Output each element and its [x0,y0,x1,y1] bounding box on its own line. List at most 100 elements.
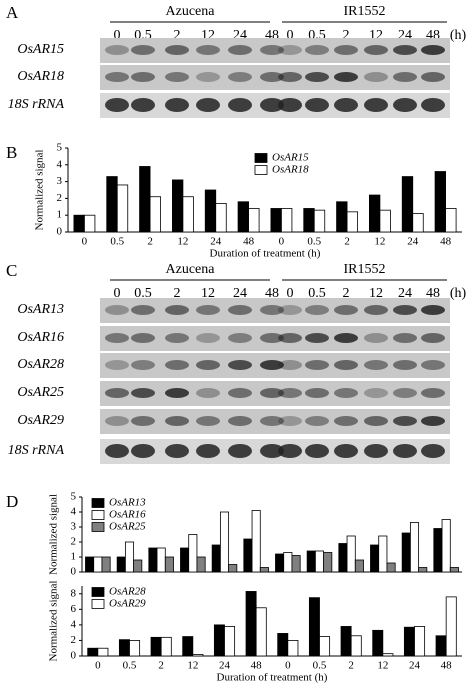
time-label: 48 [265,286,279,301]
row-label: OsAR28 [17,357,64,372]
blot-band [131,72,155,82]
blot-band [260,388,284,398]
x-tick-label: 0.5 [110,236,124,248]
blot-band [364,444,388,458]
bar [248,208,260,233]
bar [84,214,96,233]
bar [275,553,285,573]
blot-band [421,305,445,315]
bar [172,179,184,233]
blot-band [364,45,388,55]
bar [116,184,129,233]
blot-band [334,305,358,315]
x-axis-title: Duration of treatment (h) [210,248,321,260]
bar [133,559,143,573]
bar [245,591,257,657]
x-tick-label: 2 [348,660,354,672]
blot-band [364,416,388,426]
group-label: Azucena [166,4,216,19]
blot-band [228,45,252,55]
bar [101,556,111,573]
blot-band [305,45,329,55]
blot-band [105,444,129,458]
bar [237,201,249,233]
bar [414,626,426,657]
bar [277,633,289,657]
blot-band [165,333,189,343]
bar [129,640,141,657]
bar [160,636,172,657]
blot-band [228,360,252,370]
bar [106,176,118,233]
x-tick-label: 12 [177,236,188,248]
bar [386,562,396,573]
bar [291,555,301,573]
blot-band [334,360,358,370]
blot-band [260,444,284,458]
blot-band [393,45,417,55]
blot-band [421,333,445,343]
y-tick-label: 5 [71,491,77,503]
blot-band [196,333,220,343]
bar [449,567,459,573]
bar [270,208,282,233]
bar [314,550,325,573]
bar [118,639,130,657]
blot-band [393,416,417,426]
row-label: OsAR15 [17,42,64,57]
blot-band [421,45,445,55]
bar [354,559,364,573]
bar [215,203,227,233]
x-tick-label: 0 [285,660,291,672]
blot-band [105,98,129,112]
blot-band [105,72,129,82]
group-label: IR1552 [344,262,386,277]
group-label: IR1552 [344,4,386,19]
blot-band [228,72,252,82]
y-tick-label: 3 [71,521,77,533]
time-label: 48 [426,286,440,301]
blot-band [421,72,445,82]
bar [323,552,333,573]
blot-band [131,388,155,398]
bar [85,556,95,573]
x-tick-label: 24 [409,660,421,672]
bar [336,201,348,233]
bar [139,166,151,233]
bar [182,196,194,233]
blot-band [260,45,284,55]
blot-band [278,360,302,370]
panel-letter: C [6,261,17,280]
y-tick-label: 2 [71,634,77,646]
blot-band [196,416,220,426]
blot-band [260,72,284,82]
blot-band [105,333,129,343]
x-tick-label: 24 [210,236,222,248]
bar [418,567,428,573]
blot-band [228,333,252,343]
blot-band [131,416,155,426]
time-unit: (h) [450,28,467,43]
bar [156,547,166,573]
time-label: 0 [114,286,121,301]
legend-swatch [91,522,105,532]
blot-band [228,305,252,315]
blot-band [105,305,129,315]
bar [287,640,299,657]
y-tick-label: 3 [57,175,63,187]
bar [346,535,356,573]
blot-band [305,444,329,458]
legend-swatch [91,498,105,508]
blot-band [105,416,129,426]
legend-label: OsAR13 [109,497,146,509]
blot-band [196,360,220,370]
bar [211,544,221,573]
bar [412,213,424,233]
legend-label: OsAR15 [272,152,309,164]
bar [313,209,326,233]
legend-label: OsAR28 [109,586,146,598]
blot-band [278,416,302,426]
time-label: 24 [233,286,247,301]
panel-letter: D [6,492,18,511]
y-tick-label: 6 [71,603,77,615]
